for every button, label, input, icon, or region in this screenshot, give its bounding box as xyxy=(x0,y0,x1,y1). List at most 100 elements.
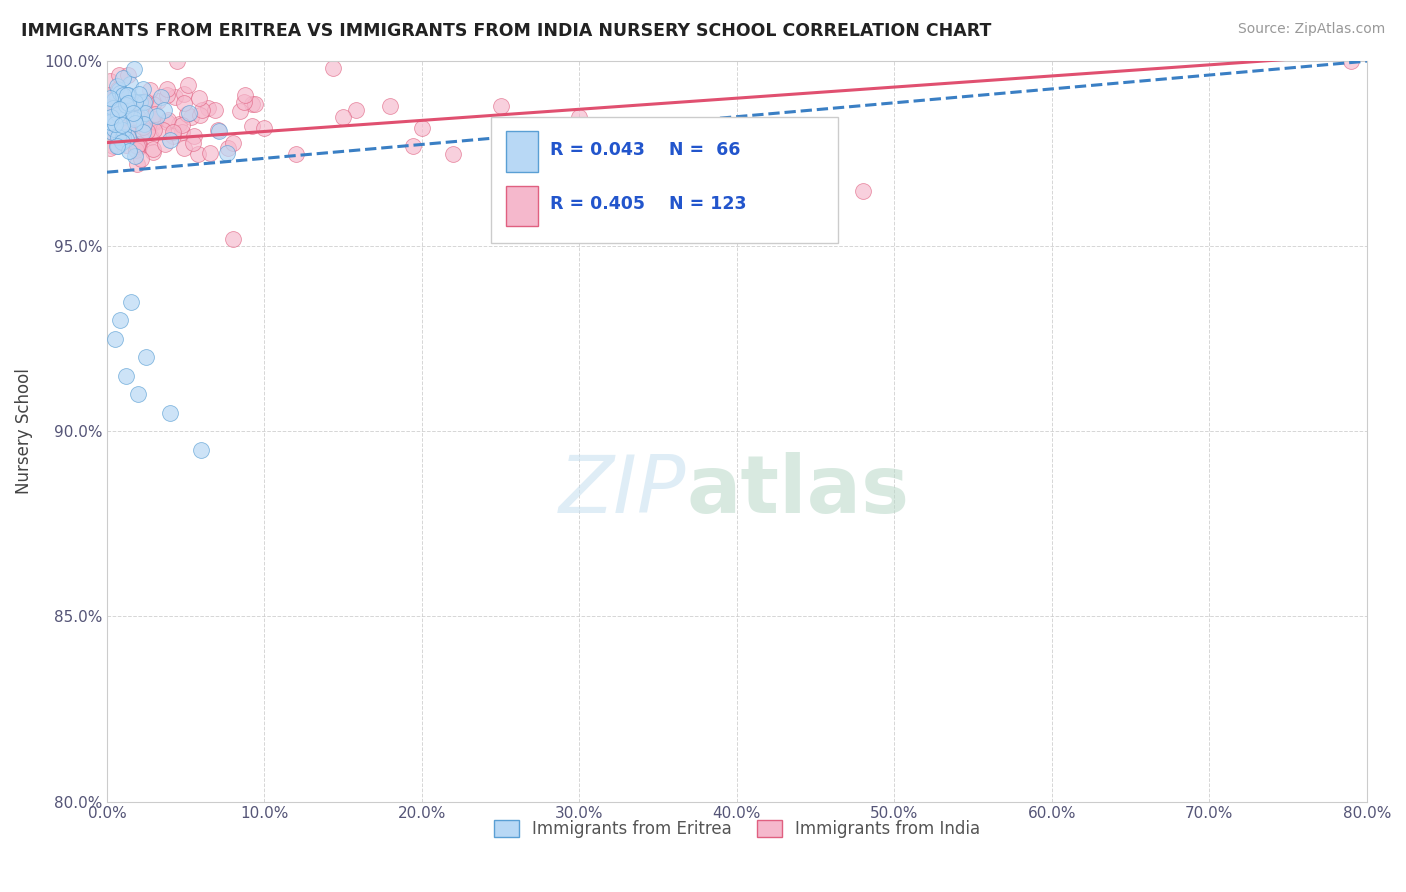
Point xyxy=(117,96,139,111)
Point xyxy=(177,78,200,93)
Point xyxy=(104,117,127,131)
Point xyxy=(112,109,135,123)
Point xyxy=(101,139,124,153)
Point xyxy=(191,103,214,118)
Text: ZIP: ZIP xyxy=(560,451,686,530)
Point xyxy=(132,95,155,109)
Text: R = 0.043    N =  66: R = 0.043 N = 66 xyxy=(550,141,741,159)
Point xyxy=(104,117,127,131)
Point xyxy=(156,88,179,103)
Point xyxy=(233,95,256,109)
Point xyxy=(98,141,121,155)
Point xyxy=(125,144,148,158)
Point xyxy=(105,90,128,104)
Point xyxy=(322,61,344,75)
Point xyxy=(108,114,131,128)
Point xyxy=(107,139,129,153)
Point xyxy=(207,123,229,137)
Point xyxy=(101,93,124,107)
Point xyxy=(217,146,239,161)
Point xyxy=(104,332,127,346)
Point xyxy=(115,87,138,102)
Point xyxy=(170,124,193,138)
Point xyxy=(105,127,128,141)
Point xyxy=(114,137,136,152)
Point xyxy=(122,106,145,120)
Point xyxy=(101,129,124,144)
Point xyxy=(188,108,211,122)
Point xyxy=(112,129,135,144)
Point xyxy=(117,125,139,139)
Point xyxy=(127,387,149,401)
Point xyxy=(108,313,131,327)
Point xyxy=(176,107,198,121)
Point xyxy=(107,106,129,120)
Point xyxy=(155,136,177,151)
Point xyxy=(132,125,155,139)
Point xyxy=(118,103,141,117)
Point xyxy=(240,120,263,134)
Point xyxy=(187,147,209,161)
Point xyxy=(141,142,163,156)
Point xyxy=(128,95,150,109)
Point xyxy=(152,122,174,136)
Point xyxy=(111,134,134,148)
Point xyxy=(115,103,138,118)
FancyBboxPatch shape xyxy=(491,117,838,243)
Point xyxy=(156,81,179,95)
Point xyxy=(124,95,146,109)
Point xyxy=(228,104,250,119)
Point xyxy=(173,96,195,111)
Point xyxy=(97,112,120,127)
Point xyxy=(122,110,145,124)
Point xyxy=(108,109,131,123)
Point xyxy=(117,88,139,103)
Point xyxy=(97,114,120,128)
Point xyxy=(115,132,138,146)
Point xyxy=(134,94,156,108)
Point xyxy=(208,124,231,138)
Point xyxy=(98,115,121,129)
Point xyxy=(103,93,125,107)
Point xyxy=(114,103,136,118)
Point xyxy=(197,102,219,116)
Point xyxy=(181,136,204,150)
Point xyxy=(600,220,623,235)
Point xyxy=(401,139,423,153)
Point xyxy=(143,114,166,128)
Point xyxy=(97,93,120,107)
Point xyxy=(159,133,181,147)
Point xyxy=(647,128,669,143)
Point xyxy=(129,116,152,130)
Point xyxy=(100,110,122,124)
Point xyxy=(146,94,169,108)
Point xyxy=(129,112,152,126)
Point xyxy=(110,134,132,148)
Point xyxy=(107,118,129,132)
Point xyxy=(143,107,166,121)
Point xyxy=(122,112,145,126)
Point xyxy=(568,110,591,124)
FancyBboxPatch shape xyxy=(506,131,538,172)
Point xyxy=(118,77,141,91)
Point xyxy=(111,90,134,104)
Point xyxy=(122,62,145,76)
Point xyxy=(118,144,141,158)
Point xyxy=(103,102,125,116)
Point xyxy=(142,96,165,111)
Point xyxy=(132,120,155,134)
Point xyxy=(217,141,239,155)
Point xyxy=(98,74,121,88)
Point xyxy=(101,101,124,115)
Point xyxy=(100,100,122,114)
Point xyxy=(173,87,195,101)
Point xyxy=(156,113,179,128)
Point xyxy=(344,103,367,118)
Point xyxy=(100,90,122,104)
Point xyxy=(108,87,131,101)
Point xyxy=(111,88,134,103)
Point xyxy=(105,114,128,128)
Point xyxy=(115,122,138,136)
Point xyxy=(852,184,875,198)
Point xyxy=(222,136,245,150)
